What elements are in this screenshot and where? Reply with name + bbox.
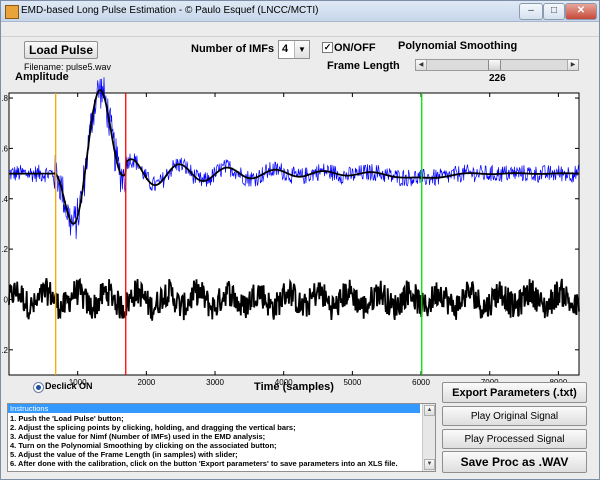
save-wav-button[interactable]: Save Proc as .WAV (442, 451, 587, 473)
instruction-line[interactable]: 3. Adjust the value for Nimf (Number of … (10, 432, 266, 441)
declick-label: Declick ON (45, 381, 93, 391)
instruction-line[interactable]: 5. Adjust the value of the Frame Length … (10, 450, 238, 459)
window-title: EMD-based Long Pulse Estimation - © Paul… (21, 5, 319, 16)
menu-bar (1, 22, 599, 37)
instructions-header[interactable]: Instructions (8, 404, 420, 413)
frame-length-label: Frame Length (327, 60, 400, 72)
matlab-app-icon (5, 5, 19, 19)
x-tick-label: 1000 (69, 378, 87, 387)
export-parameters-button[interactable]: Export Parameters (.txt) (442, 382, 587, 403)
num-imfs-label: Number of IMFs (191, 43, 275, 55)
y-tick-label: 0.6 (1, 144, 9, 153)
title-bar: EMD-based Long Pulse Estimation - © Paul… (1, 1, 599, 22)
load-pulse-button[interactable]: Load Pulse (24, 41, 98, 59)
instruction-line[interactable]: 6. After done with the calibration, clic… (10, 459, 398, 468)
minimize-button[interactable]: – (519, 3, 543, 20)
filename-label: Filename: pulse5.wav (24, 62, 112, 72)
x-tick-label: 3000 (206, 378, 224, 387)
num-imfs-dropdown[interactable]: 4 ▼ (278, 40, 310, 59)
x-tick-label: 2000 (137, 378, 155, 387)
instruction-line[interactable]: 2. Adjust the splicing points by clickin… (10, 423, 296, 432)
residual-signal-line (8, 277, 580, 321)
x-tick-label: 5000 (343, 378, 361, 387)
signal-chart[interactable]: Amplitude Time (samples) 1000 2000 3000 4000 5… (1, 1, 600, 396)
declick-radio-dot (36, 385, 41, 390)
noisy-signal-line (8, 77, 580, 240)
scroll-down-arrow-icon[interactable]: ▼ (424, 459, 435, 470)
y-tick-label: 0.4 (1, 195, 9, 204)
y-tick-label: -0.2 (1, 346, 9, 355)
maximize-button[interactable]: □ (543, 3, 565, 20)
instructions-scrollbar[interactable]: ▲ ▼ (422, 404, 435, 471)
slider-thumb[interactable] (488, 60, 502, 70)
y-tick-label: 0.8 (1, 94, 9, 103)
plot-area (8, 92, 580, 376)
frame-length-slider[interactable]: ◀ ▶ (415, 59, 579, 71)
frame-length-value: 226 (489, 73, 506, 84)
y-axis-label: Amplitude (15, 71, 69, 83)
x-axis-label: Time (samples) (254, 381, 334, 393)
x-tick-label: 6000 (412, 378, 430, 387)
close-button[interactable]: ✕ (565, 3, 597, 20)
dropdown-arrow-icon: ▼ (294, 41, 309, 58)
num-imfs-value: 4 (282, 43, 289, 55)
y-tick-label: 0 (4, 295, 9, 304)
play-processed-button[interactable]: Play Processed Signal (442, 429, 587, 449)
onoff-checkbox[interactable]: ✓ (322, 42, 333, 53)
scroll-up-arrow-icon[interactable]: ▲ (424, 405, 435, 416)
y-tick-label: 0.2 (1, 245, 9, 254)
instruction-line[interactable]: 1. Push the 'Load Pulse' button; (10, 414, 124, 423)
onoff-label: ON/OFF (334, 42, 376, 54)
instructions-listbox[interactable]: Instructions 1. Push the 'Load Pulse' bu… (7, 403, 436, 472)
smoothed-signal-line (9, 89, 580, 225)
x-tick-label: 4000 (275, 378, 293, 387)
polynomial-smoothing-label: Polynomial Smoothing (398, 40, 518, 52)
slider-right-arrow-icon[interactable]: ▶ (567, 60, 578, 70)
instruction-line[interactable]: 4. Turn on the Polynomial Smoothing by c… (10, 441, 277, 450)
play-original-button[interactable]: Play Original Signal (442, 406, 587, 426)
slider-left-arrow-icon[interactable]: ◀ (416, 60, 427, 70)
declick-radio[interactable] (33, 382, 44, 393)
